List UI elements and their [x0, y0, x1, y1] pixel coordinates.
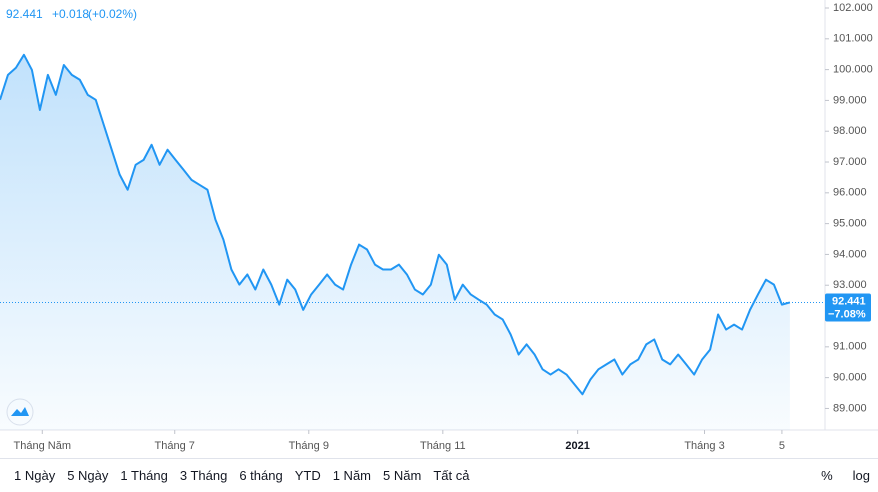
percent-button[interactable]: %: [821, 468, 833, 483]
y-tick-label: 94.000: [833, 248, 867, 260]
price-line: [0, 53, 791, 396]
x-tick-label: 5: [779, 440, 785, 452]
change: +0.018: [52, 7, 89, 21]
range-button[interactable]: 5 Năm: [383, 468, 422, 483]
x-tick-label: Tháng Năm: [14, 440, 71, 452]
change-pct: (+0.02%): [88, 7, 137, 21]
x-tick-label: Tháng 3: [684, 440, 724, 452]
x-tick-label: Tháng 7: [155, 440, 195, 452]
header: 92.441 +0.018 (+0.02%): [6, 7, 137, 21]
range-button[interactable]: 1 Ngày: [14, 468, 56, 483]
y-tick-label: 99.000: [833, 94, 867, 106]
chart: 92.441 +0.018 (+0.02%) 89.000 90.000 91.00…: [0, 0, 878, 452]
range-button[interactable]: 6 tháng: [239, 468, 283, 483]
area-fill: [0, 54, 790, 431]
range-button[interactable]: 3 Tháng: [179, 468, 228, 483]
x-tick-label: 2021: [565, 440, 589, 452]
y-tick-label: 100.000: [833, 64, 873, 76]
y-tick-label: 102.000: [833, 2, 873, 14]
y-tick-label: 91.000: [833, 341, 867, 353]
y-tick-label: 96.000: [833, 187, 867, 199]
x-tick-label: Tháng 9: [289, 440, 329, 452]
price-tag-value: 92.441: [832, 295, 866, 307]
price-tag-change: −7.08%: [828, 308, 866, 320]
x-tick-label: Tháng 11: [420, 440, 466, 452]
y-tick-label: 89.000: [833, 402, 867, 414]
last-price: 92.441: [6, 7, 43, 21]
y-tick-label: 97.000: [833, 156, 867, 168]
y-tick-label: 95.000: [833, 218, 867, 230]
range-button[interactable]: 1 Năm: [332, 468, 372, 483]
range-buttons: 1 Ngày 5 Ngày 1 Tháng 3 Tháng 6 tháng YTD 1 Nă…: [0, 468, 475, 483]
price-tag: [825, 293, 871, 322]
y-tick-label: 101.000: [833, 33, 873, 45]
scale-buttons: % log: [815, 468, 878, 483]
range-button[interactable]: 5 Ngày: [67, 468, 109, 483]
log-button[interactable]: log: [852, 468, 870, 483]
toolbar: 1 Ngày 5 Ngày 1 Tháng 3 Tháng 6 tháng YTD 1 Nă…: [0, 458, 878, 492]
y-tick-label: 98.000: [833, 125, 867, 137]
y-tick-label: 93.000: [833, 279, 867, 291]
y-tick-label: 90.000: [833, 372, 867, 384]
range-button[interactable]: YTD: [294, 468, 321, 483]
range-button[interactable]: 1 Tháng: [120, 468, 168, 483]
range-button[interactable]: Tất cả: [433, 468, 470, 483]
